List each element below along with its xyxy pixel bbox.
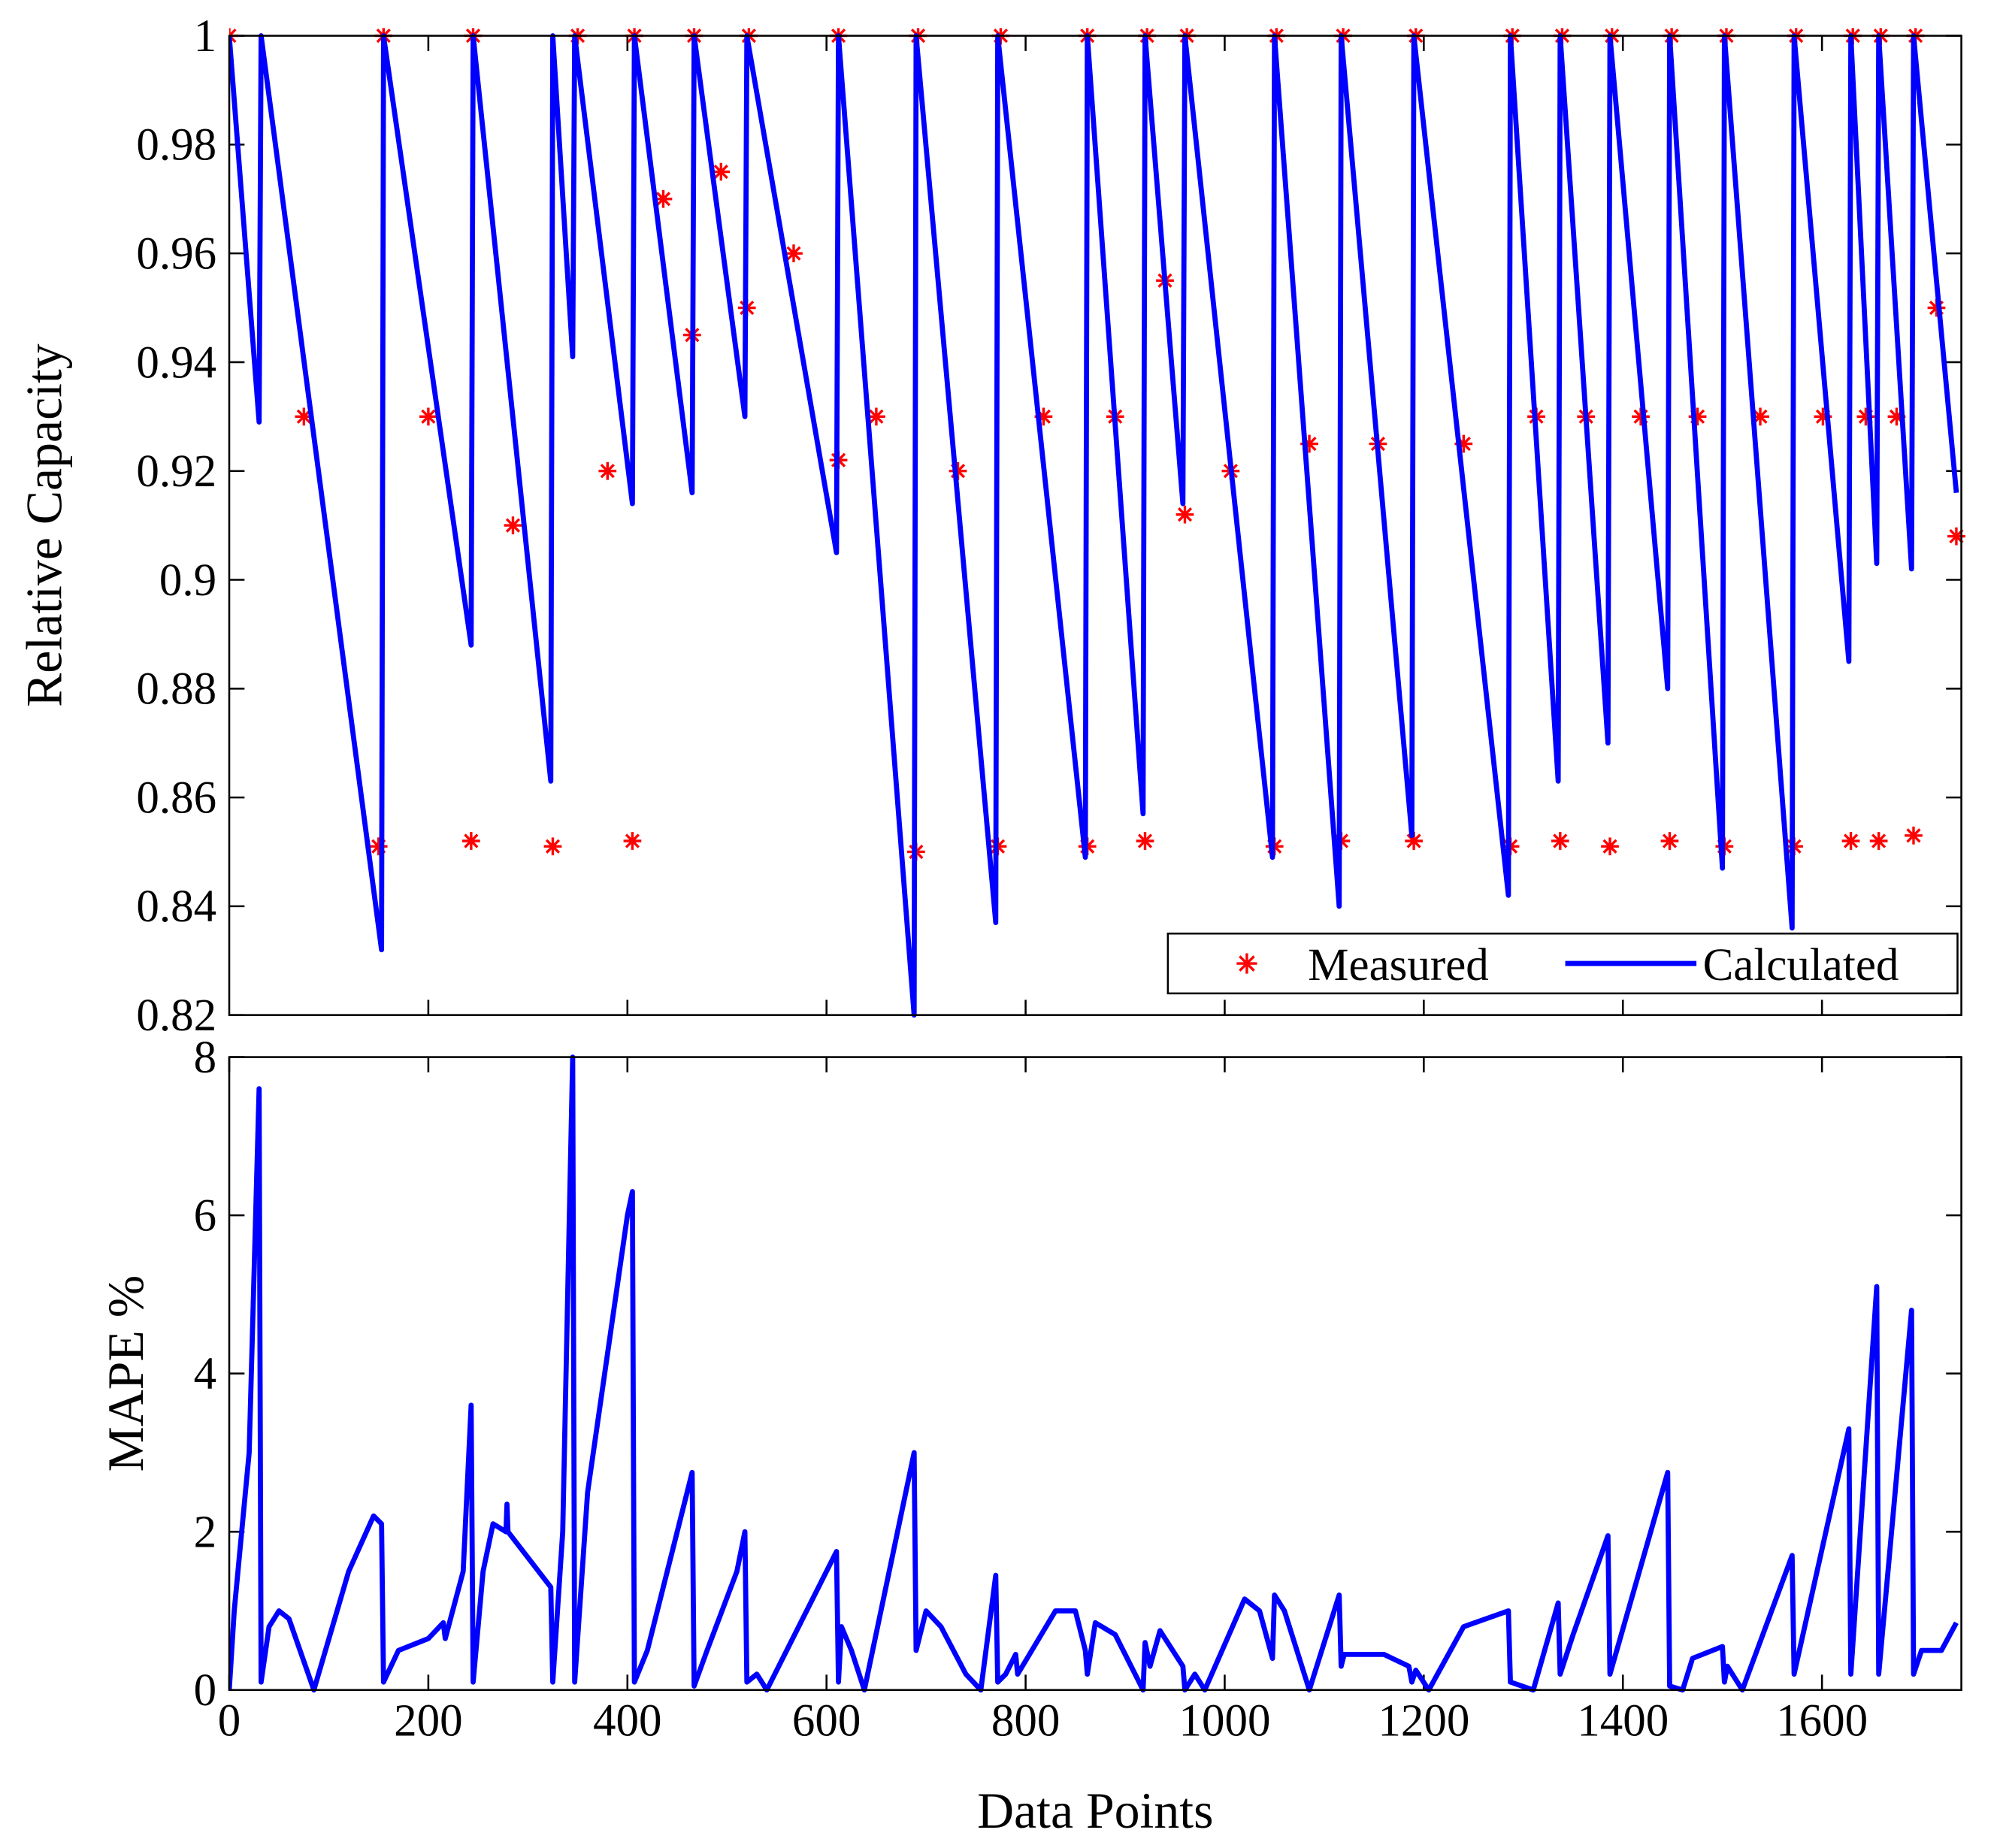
line xyxy=(229,33,1959,1018)
marker xyxy=(369,837,388,856)
legend-label: Measured xyxy=(1308,940,1489,991)
marker xyxy=(1905,826,1923,845)
y-tick-label: 0.96 xyxy=(136,228,216,279)
marker xyxy=(1660,832,1679,850)
x-tick-label: 400 xyxy=(593,1696,662,1747)
marker xyxy=(419,407,437,426)
marker xyxy=(295,407,313,426)
marker xyxy=(867,407,885,426)
marker xyxy=(461,832,480,850)
x-tick-label: 1600 xyxy=(1776,1696,1868,1747)
marker xyxy=(1601,837,1619,856)
marker xyxy=(654,189,673,208)
y-tick-label: 0.98 xyxy=(136,120,216,171)
y-tick-label: 1 xyxy=(194,11,217,62)
marker xyxy=(543,837,562,856)
y-tick-label: 8 xyxy=(194,1033,217,1083)
x-tick-label: 0 xyxy=(218,1696,241,1747)
marker xyxy=(1034,407,1053,426)
y-tick-label: 2 xyxy=(194,1508,217,1558)
x-axis-label: Data Points xyxy=(977,1783,1213,1839)
marker xyxy=(504,516,522,534)
y-tick-label: 4 xyxy=(194,1349,217,1399)
marker xyxy=(623,832,642,850)
marker xyxy=(1454,434,1473,453)
y-axis-label: MAPE % xyxy=(98,1275,154,1472)
x-tick-label: 800 xyxy=(991,1696,1061,1747)
y-tick-label: 0.84 xyxy=(136,882,216,932)
y-tick-label: 0.92 xyxy=(136,446,216,497)
axes-frame xyxy=(228,1056,1962,1692)
marker xyxy=(1176,505,1194,524)
y-tick-label: 0.94 xyxy=(136,337,216,388)
marker xyxy=(785,244,803,263)
marker xyxy=(1751,407,1769,426)
marker xyxy=(1856,407,1875,426)
marker xyxy=(1632,407,1650,426)
y-tick-label: 0 xyxy=(194,1665,217,1716)
marker xyxy=(1887,407,1906,426)
marker xyxy=(1927,298,1946,317)
y-tick-label: 0.9 xyxy=(159,555,216,606)
line xyxy=(229,1054,1959,1693)
axes-frame xyxy=(228,35,1962,1016)
marker xyxy=(1688,407,1707,426)
marker xyxy=(1551,832,1569,850)
marker xyxy=(1300,434,1318,453)
marker xyxy=(1841,832,1860,850)
marker xyxy=(1405,832,1423,850)
x-tick-label: 600 xyxy=(792,1696,861,1747)
y-tick-label: 0.86 xyxy=(136,773,216,823)
marker xyxy=(712,162,731,181)
y-tick-label: 6 xyxy=(194,1190,217,1241)
y-tick-label: 0.88 xyxy=(136,664,216,715)
marker xyxy=(1814,407,1832,426)
x-tick-label: 1400 xyxy=(1577,1696,1669,1747)
legend-marker xyxy=(1236,953,1257,974)
y-tick-label: 0.82 xyxy=(136,991,216,1041)
x-tick-label: 1000 xyxy=(1179,1696,1270,1747)
marker xyxy=(1947,527,1965,546)
legend-box xyxy=(1166,932,1959,995)
marker xyxy=(1136,832,1154,850)
legend-label: Calculated xyxy=(1703,940,1899,991)
x-tick-label: 1200 xyxy=(1378,1696,1469,1747)
plot-area xyxy=(229,1054,1959,1693)
marker xyxy=(949,461,967,480)
x-tick-label: 200 xyxy=(394,1696,463,1747)
marker xyxy=(598,461,617,480)
y-axis-label: Relative Capacity xyxy=(16,343,72,707)
marker xyxy=(1869,832,1888,850)
